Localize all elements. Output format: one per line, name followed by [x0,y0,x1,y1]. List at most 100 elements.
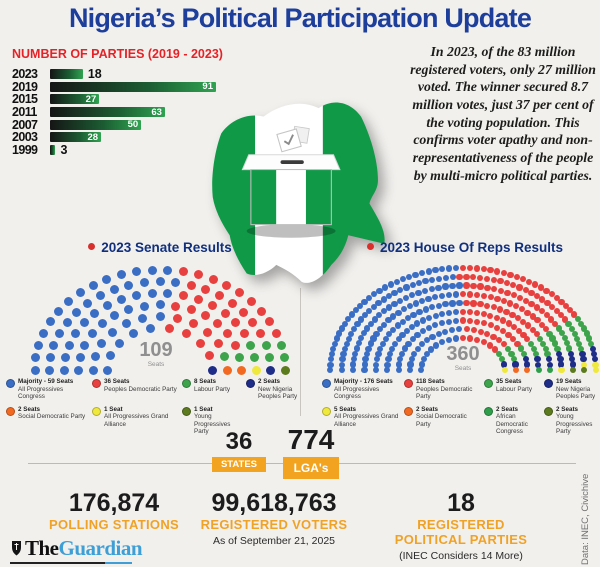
seat-dot [435,275,442,282]
registered-voters-label: REGISTERED VOTERS [200,517,348,533]
seat-dot [405,340,412,347]
red-bullet-icon [88,243,96,250]
seat-dot [116,270,126,280]
seat-dot [514,340,521,347]
seat-dot [380,308,388,315]
seat-dot [517,345,525,352]
seat-dot [503,280,511,287]
seat-dot [510,291,517,299]
seat-dot [538,321,545,328]
seat-dot [103,365,112,375]
seat-dot [435,330,442,337]
seat-dot [124,305,134,315]
seat-dot [64,340,74,350]
seat-dot [186,280,196,290]
seat-dot [546,361,553,368]
seat-dot [520,350,527,357]
seat-dot [412,300,419,307]
seat-dot [79,318,89,328]
seat-dot [425,268,432,275]
ballot-box-body [250,169,332,226]
states-badge: STATES [211,457,267,472]
seat-dot [490,304,497,311]
legend-party: Labour Party [194,385,231,393]
seat-dot [528,289,535,297]
seat-dot [64,297,74,307]
seat-dot [403,327,411,334]
seat-dot [466,308,474,316]
seat-dot [445,309,453,316]
seat-dot [439,266,446,273]
seat-dot [565,321,572,328]
seat-dot [246,340,256,350]
stat-registered-parties: 18 REGISTERED POLITICAL PARTIES (INEC Co… [382,490,540,562]
seat-dot [387,281,394,288]
seat-dot [525,322,532,329]
seat-dot [172,313,182,323]
guardian-wordmark-guardian: Guardian [58,536,143,560]
seat-dot [456,299,463,307]
legend-item: 8 Seats Labour Party [182,378,244,401]
bar: 63 [50,107,165,118]
seat-dot [587,340,595,347]
senate-total: 109 Seats [139,339,173,368]
seat-dot [463,282,470,289]
seat-dot [328,356,335,363]
seat-dot [459,334,467,342]
seat-dot [31,352,41,362]
seat-dot [213,319,223,329]
seat-dot [520,331,527,338]
seat-dot [139,277,149,287]
seat-dot [432,294,439,301]
seat-dot [235,352,245,362]
seat-dot [367,340,374,347]
seat-dot [393,278,400,285]
seat-dot [399,318,406,325]
seat-dot [547,316,555,323]
seat-dot [580,356,587,363]
seat-dot [371,291,378,298]
seat-dot [54,328,64,338]
seat-dot [449,300,456,307]
seat-dot [54,306,64,316]
seat-dot [500,328,507,335]
seat-dot [510,336,517,343]
seat-dot [350,356,358,363]
seat-dot [155,311,165,321]
seat-dot [370,335,377,342]
seat-dot [507,271,514,278]
seat-dot [384,361,391,368]
bar-year-label: 2019 [12,79,38,94]
seat-dot [261,340,271,350]
seat-dot [470,273,477,281]
seat-dot [466,291,474,298]
seat-dot [341,320,348,327]
seat-dot [442,283,449,290]
seat-dot [276,340,286,350]
seat-dot [264,352,274,362]
seat-dot [589,345,596,352]
seat-dot [442,328,449,335]
seat-dot [592,361,599,368]
bar-row: 1999 3 [12,143,244,157]
seat-dot [510,355,518,363]
seat-dot [420,317,427,324]
seat-dot [566,345,573,352]
legend-dot [404,379,413,388]
seat-dot [477,283,484,290]
legend-seats: 8 Seats [194,378,217,385]
seat-dot [415,289,422,296]
legend-item: 1 Seat Young Progressives Party [182,406,244,436]
seat-dot [327,366,334,374]
seat-dot [132,267,142,277]
seat-dot [414,345,421,352]
polling-stations-label: POLLING STATIONS [49,517,179,533]
seat-dot [109,285,119,295]
seat-dot [574,315,581,323]
legend-seats: 2 Seats [556,405,579,413]
seat-dot [503,308,510,316]
seat-dot [394,322,401,329]
seat-dot [431,322,439,329]
seat-dot [46,352,56,362]
seat-dot [459,317,467,324]
